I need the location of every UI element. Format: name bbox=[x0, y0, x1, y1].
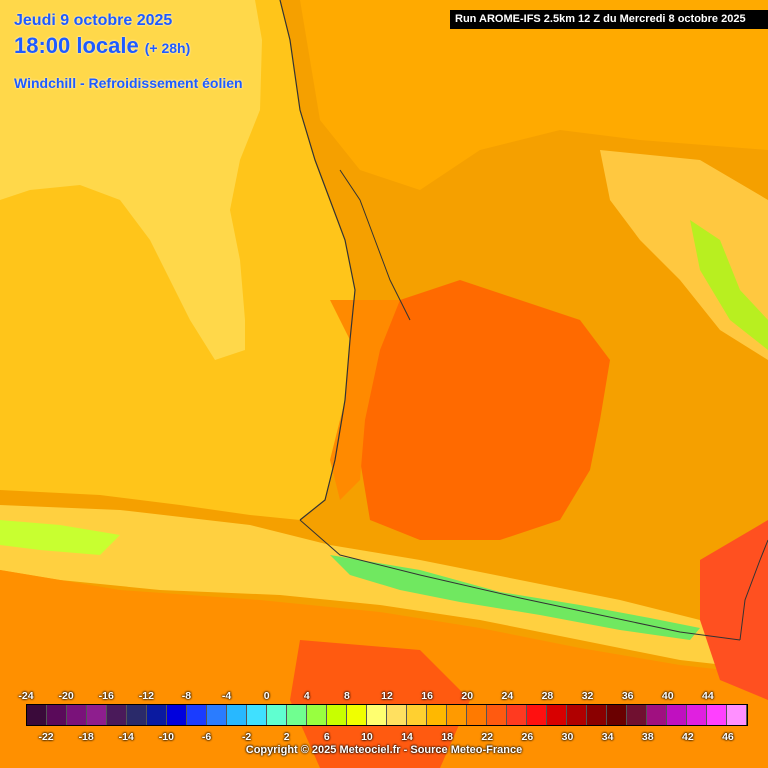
interior-warm-area bbox=[360, 280, 610, 540]
legend-swatch bbox=[187, 705, 207, 725]
legend-top-label: 32 bbox=[581, 690, 594, 702]
legend-swatch bbox=[687, 705, 707, 725]
legend-bottom-label: 18 bbox=[441, 731, 453, 743]
legend-swatch bbox=[107, 705, 127, 725]
legend-swatch bbox=[87, 705, 107, 725]
pyrenees-ridge bbox=[330, 555, 700, 640]
legend-top-label: 4 bbox=[303, 690, 310, 702]
legend-bottom-label: -6 bbox=[201, 731, 212, 743]
legend-swatch bbox=[727, 705, 747, 725]
legend-swatch bbox=[647, 705, 667, 725]
legend-bottom-label: 26 bbox=[521, 731, 534, 743]
legend-swatch bbox=[27, 705, 47, 725]
legend-swatch bbox=[607, 705, 627, 725]
border-east-coast bbox=[739, 539, 768, 641]
variable-title: Windchill - Refroidissement éolien bbox=[14, 75, 243, 91]
border-spain bbox=[299, 519, 741, 641]
legend-top-label: 0 bbox=[263, 690, 270, 702]
legend-swatch bbox=[67, 705, 87, 725]
legend-bottom-label: 42 bbox=[681, 731, 694, 743]
legend-swatch bbox=[487, 705, 507, 725]
ocean-light-area bbox=[0, 0, 262, 360]
legend-bottom-label: -10 bbox=[158, 731, 174, 743]
legend-bottom-label: -2 bbox=[241, 731, 252, 743]
legend-swatch bbox=[147, 705, 167, 725]
legend-swatch bbox=[527, 705, 547, 725]
legend-swatch bbox=[47, 705, 67, 725]
legend-top-label: 40 bbox=[661, 690, 674, 702]
legend-swatch bbox=[347, 705, 367, 725]
mediterranean-warm bbox=[700, 520, 768, 700]
legend-swatch bbox=[247, 705, 267, 725]
legend-swatch bbox=[707, 705, 727, 725]
massif-central-green bbox=[690, 220, 768, 350]
legend-swatch bbox=[167, 705, 187, 725]
legend-bottom-label: 22 bbox=[481, 731, 494, 743]
legend-top-label: 20 bbox=[461, 690, 474, 702]
legend-top-label: -8 bbox=[181, 690, 192, 702]
legend-top-label: -12 bbox=[138, 690, 154, 702]
coastline bbox=[279, 0, 356, 521]
legend-top-label: -16 bbox=[98, 690, 114, 702]
legend-swatch bbox=[207, 705, 227, 725]
pyrenees-band bbox=[0, 505, 768, 670]
legend-top-label: -20 bbox=[58, 690, 74, 702]
legend-bottom-label: -22 bbox=[38, 731, 54, 743]
legend-color-bar bbox=[26, 704, 748, 726]
legend-swatch bbox=[407, 705, 427, 725]
forecast-lead: (+ 28h) bbox=[144, 40, 191, 56]
legend-swatch bbox=[387, 705, 407, 725]
legend-swatch bbox=[627, 705, 647, 725]
legend-swatch bbox=[567, 705, 587, 725]
legend-swatch bbox=[367, 705, 387, 725]
legend-top-label: -24 bbox=[18, 690, 34, 702]
legend-swatch bbox=[587, 705, 607, 725]
legend-bottom-label: 34 bbox=[601, 731, 614, 743]
legend-swatch bbox=[447, 705, 467, 725]
legend-top-label: 8 bbox=[343, 690, 350, 702]
legend-top-label: 36 bbox=[621, 690, 634, 702]
legend-bottom-label: 10 bbox=[361, 731, 373, 743]
legend-swatch bbox=[667, 705, 687, 725]
legend-swatch bbox=[287, 705, 307, 725]
copyright: Copyright © 2025 Meteociel.fr - Source M… bbox=[245, 744, 523, 756]
legend-bottom-label: -14 bbox=[118, 731, 134, 743]
legend-bottom-label: 2 bbox=[283, 731, 290, 743]
legend-bottom-label: 46 bbox=[722, 731, 734, 743]
legend-top-label: 24 bbox=[501, 690, 514, 702]
legend-bottom-label: 6 bbox=[323, 731, 330, 743]
gironde-estuary bbox=[339, 169, 411, 321]
legend-top-label: 28 bbox=[541, 690, 554, 702]
legend-swatch bbox=[507, 705, 527, 725]
legend-swatch bbox=[267, 705, 287, 725]
legend-bottom-label: -18 bbox=[78, 731, 94, 743]
legend-bottom-label: 30 bbox=[561, 731, 574, 743]
run-info: Run AROME-IFS 2.5km 12 Z du Mercredi 8 o… bbox=[450, 10, 768, 29]
legend-top-label: 44 bbox=[702, 690, 714, 702]
legend-top-label: 12 bbox=[381, 690, 393, 702]
forecast-time: 18:00 locale (+ 28h) bbox=[14, 33, 190, 59]
legend-swatch bbox=[127, 705, 147, 725]
legend-swatch bbox=[547, 705, 567, 725]
north-band bbox=[300, 0, 768, 190]
legend-swatch bbox=[307, 705, 327, 725]
legend-swatch bbox=[227, 705, 247, 725]
landes-warm-area bbox=[330, 300, 400, 500]
legend-bottom-label: 14 bbox=[401, 731, 413, 743]
legend-swatch bbox=[467, 705, 487, 725]
legend-swatch bbox=[327, 705, 347, 725]
legend-bottom-label: 38 bbox=[641, 731, 654, 743]
legend-top-label: 16 bbox=[421, 690, 433, 702]
pyrenees-green-west bbox=[0, 520, 120, 555]
legend-swatch bbox=[427, 705, 447, 725]
forecast-date: Jeudi 9 octobre 2025 bbox=[14, 12, 173, 29]
forecast-time-label: 18:00 locale bbox=[14, 33, 139, 58]
legend-top-label: -4 bbox=[221, 690, 232, 702]
